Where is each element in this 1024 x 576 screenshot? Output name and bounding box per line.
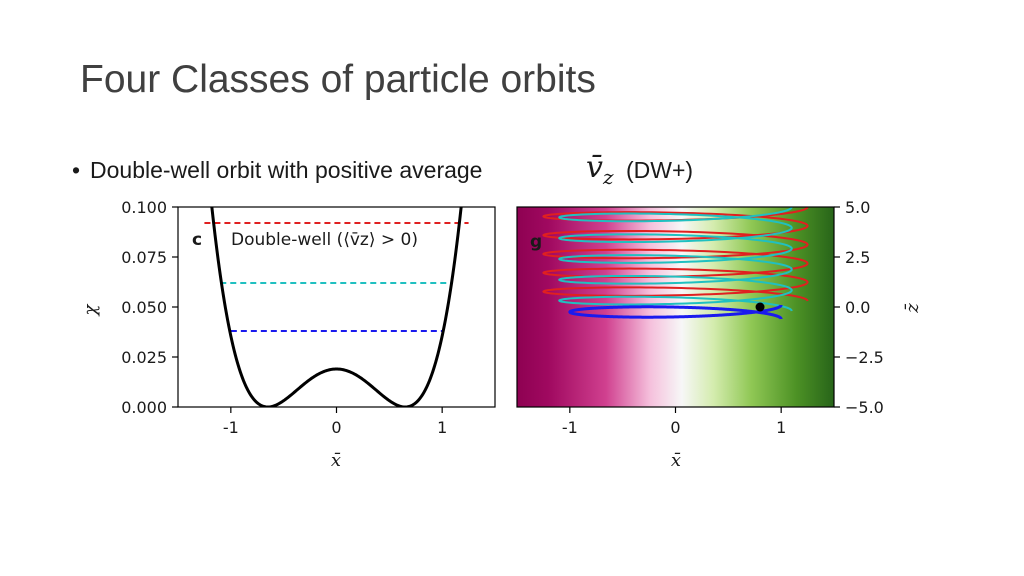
- potential-ylabel: χ: [80, 303, 101, 317]
- potential-annotation: Double-well (⟨v̄z⟩ > 0): [231, 230, 418, 250]
- vz-symbol: v̄z: [586, 150, 614, 189]
- potential-ytick-label: 0.000: [121, 398, 167, 417]
- panel-label-g: g: [530, 232, 542, 252]
- potential-xtick-label: -1: [223, 418, 239, 437]
- orbit-xtick-label: -1: [562, 418, 578, 437]
- potential-xlabel: x̄: [331, 450, 341, 471]
- potential-xtick-label: 1: [437, 418, 447, 437]
- potential-ytick-label: 0.050: [121, 298, 167, 317]
- bullet-suffix: (DW+): [626, 157, 694, 183]
- bullet-dot: •: [72, 157, 81, 183]
- potential-ytick-label: 0.075: [121, 248, 167, 267]
- potential-curve: [210, 207, 463, 407]
- orbit-cyan: [558, 207, 793, 312]
- potential-ytick-label: 0.025: [121, 348, 167, 367]
- orbit-ytick-label: −2.5: [845, 348, 884, 367]
- orbit-panel: g -1 0 1 −5.0 −2.5 0.0 2.5 5.0 x̄ z̄: [516, 198, 923, 471]
- orbit-xlabel: x̄: [671, 450, 681, 471]
- orbit-xtick-label: 0: [670, 418, 680, 437]
- potential-panel: c Double-well (⟨v̄z⟩ > 0) -1 0 1 0.000 0.025…: [80, 198, 496, 471]
- panel-label-c: c: [192, 230, 202, 250]
- orbit-ylabel: z̄: [902, 303, 923, 314]
- orbit-xtick-label: 1: [776, 418, 786, 437]
- orbit-ytick-label: 0.0: [845, 298, 870, 317]
- potential-ytick-label: 0.100: [121, 198, 167, 217]
- orbit-blue: [568, 304, 783, 320]
- bullet-item: • Double-well orbit with positive average: [72, 157, 482, 184]
- orbit-ytick-label: 2.5: [845, 248, 870, 267]
- orbit-red: [542, 207, 809, 302]
- slide-title: Four Classes of particle orbits: [80, 58, 596, 101]
- orbit-start-marker: [755, 302, 765, 312]
- orbit-ytick-label: −5.0: [845, 398, 884, 417]
- potential-xtick-label: 0: [331, 418, 341, 437]
- bullet-text: Double-well orbit with positive average: [90, 157, 483, 183]
- orbit-ytick-label: 5.0: [845, 198, 870, 217]
